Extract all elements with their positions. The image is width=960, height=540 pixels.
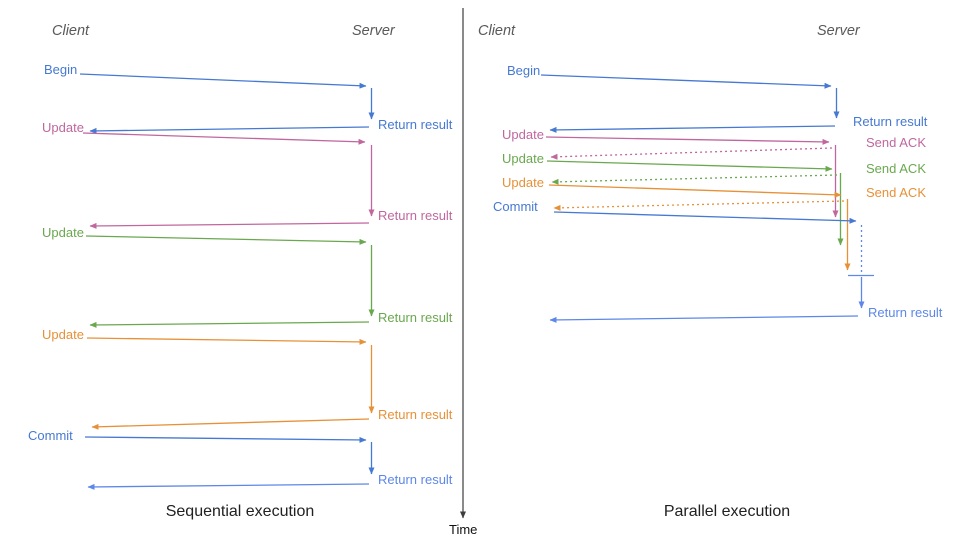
- right-begin-response-label: Return result: [853, 114, 928, 129]
- right-begin-return-arrow: [549, 125, 836, 133]
- right-commit-label: Commit: [493, 199, 538, 214]
- left-begin-response-label: Return result: [378, 117, 453, 132]
- left-flow-begin: [79, 73, 375, 134]
- left-update3-response-label: Return result: [378, 407, 453, 422]
- left-server-heading: Server: [352, 23, 395, 39]
- left-update1-request-arrow: [82, 132, 366, 145]
- left-flow-commit: [84, 436, 375, 490]
- left-update3-return-arrow: [91, 418, 370, 430]
- left-commit-response-label: Return result: [378, 472, 453, 487]
- time-axis-label: Time: [449, 522, 478, 537]
- left-commit-label: Commit: [28, 428, 73, 443]
- left-begin-request-arrow: [79, 73, 367, 89]
- right-update1-label: Update: [502, 127, 544, 142]
- left-update2-request-arrow: [85, 235, 367, 245]
- right-update3-label: Update: [502, 175, 544, 190]
- left-commit-request-arrow: [84, 436, 367, 443]
- right-flow-commit: [549, 211, 874, 323]
- left-update3-label: Update: [42, 327, 84, 342]
- right-flow-update1: [545, 136, 839, 218]
- right-update2-label: Update: [502, 151, 544, 166]
- right-update3-request-arrow: [548, 184, 842, 198]
- right-commit-return-arrow: [549, 315, 859, 323]
- right-update3-response-label: Send ACK: [866, 185, 926, 200]
- right-update2-response-label: Send ACK: [866, 161, 926, 176]
- left-begin-label: Begin: [44, 62, 78, 77]
- right-caption: Parallel execution: [663, 503, 791, 520]
- left-caption: Sequential execution: [165, 503, 315, 520]
- right-update1-ack-arrow: [550, 147, 833, 160]
- right-update1-request-arrow: [545, 136, 830, 145]
- right-server-heading: Server: [817, 23, 860, 39]
- left-update1-return-arrow: [89, 222, 370, 229]
- right-begin-request-arrow: [540, 74, 832, 89]
- right-flow-update2: [546, 160, 844, 246]
- left-flow-update3: [86, 337, 375, 430]
- left-update2-return-arrow: [89, 321, 370, 328]
- right-commit-request-arrow: [553, 211, 857, 224]
- right-update1-response-label: Send ACK: [866, 135, 926, 150]
- right-commit-response-label: Return result: [868, 305, 943, 320]
- right-flow-begin: [540, 74, 840, 133]
- left-commit-return-arrow: [87, 483, 370, 490]
- left-update3-request-arrow: [86, 337, 367, 345]
- right-begin-label: Begin: [507, 63, 541, 78]
- left-update1-response-label: Return result: [378, 208, 453, 223]
- left-update2-response-label: Return result: [378, 310, 453, 325]
- right-flow-update3: [548, 184, 851, 271]
- left-flow-update2: [85, 235, 375, 328]
- left-flow-update1: [82, 132, 375, 229]
- right-update2-ack-arrow: [551, 174, 838, 185]
- right-client-heading: Client: [478, 23, 516, 39]
- left-client-heading: Client: [52, 23, 90, 39]
- left-begin-return-arrow: [89, 126, 370, 134]
- right-update3-ack-arrow: [553, 200, 845, 211]
- right-update2-request-arrow: [546, 160, 833, 172]
- left-update1-label: Update: [42, 120, 84, 135]
- left-update2-label: Update: [42, 225, 84, 240]
